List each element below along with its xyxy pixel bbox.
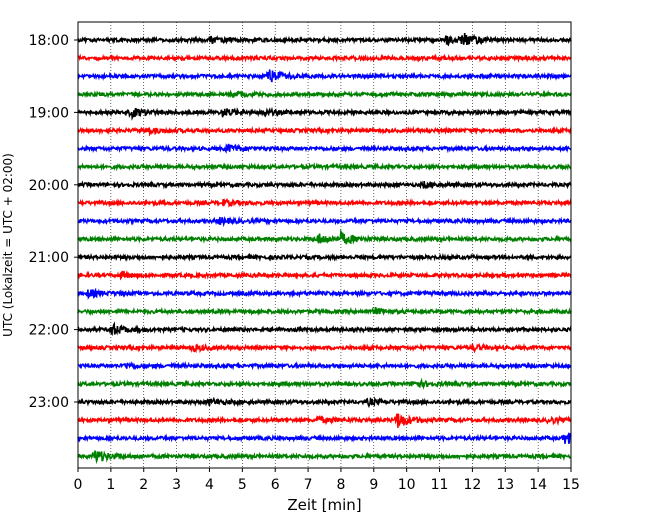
seismogram-traces <box>77 32 572 465</box>
seismogram-trace <box>77 69 572 83</box>
x-tick-label: 2 <box>139 477 148 493</box>
x-tick-label: 10 <box>398 477 416 493</box>
seismogram-trace <box>77 377 572 390</box>
seismogram-trace <box>77 106 572 121</box>
x-tick-label: 5 <box>238 477 247 493</box>
seismogram-trace <box>77 287 572 300</box>
x-tick-label: 15 <box>562 477 580 493</box>
seismogram-trace <box>77 89 572 99</box>
x-tick-label: 0 <box>74 477 83 493</box>
x-tick-label: 8 <box>336 477 345 493</box>
x-tick-label: 11 <box>431 477 449 493</box>
seismogram-trace <box>77 197 572 208</box>
seismogram-trace <box>77 270 572 281</box>
seismogram-trace <box>77 228 572 245</box>
y-tick-label: 19:00 <box>29 105 69 121</box>
x-axis-ticks: 0 1 2 3 4 5 6 7 8 9 10 11 12 13 14 15 <box>74 468 580 493</box>
seismogram-trace <box>77 306 572 317</box>
x-tick-label: 14 <box>529 477 547 493</box>
y-tick-label: 20:00 <box>29 178 69 194</box>
x-tick-label: 7 <box>304 477 313 493</box>
seismogram-trace <box>77 431 572 445</box>
y-axis-ticks: 18:00 19:00 20:00 21:00 22:00 23:00 <box>29 33 78 411</box>
x-tick-label: 3 <box>172 477 181 493</box>
grid-lines <box>110 22 539 468</box>
x-tick-label: 6 <box>271 477 280 493</box>
seismogram-trace <box>77 396 572 409</box>
seismogram-trace <box>77 180 572 190</box>
seismogram-trace <box>77 53 572 63</box>
seismogram-trace <box>77 342 572 354</box>
seismogram-trace <box>78 215 572 228</box>
x-tick-label: 4 <box>205 477 214 493</box>
seismogram-trace <box>77 125 572 137</box>
seismogram-trace <box>77 143 572 154</box>
x-tick-label: 9 <box>369 477 378 493</box>
plot-frame <box>77 21 572 469</box>
x-tick-label: 1 <box>106 477 115 493</box>
seismogram-trace <box>77 360 572 371</box>
x-tick-label: 13 <box>496 477 514 493</box>
y-tick-label: 23:00 <box>29 395 69 411</box>
seismogram-trace <box>77 32 572 47</box>
y-tick-label: 18:00 <box>29 33 69 49</box>
y-tick-label: 22:00 <box>29 323 69 339</box>
seismogram-trace <box>77 161 572 172</box>
x-axis-label: Zeit [min] <box>287 496 361 514</box>
seismogram-trace <box>77 450 572 465</box>
seismogram-trace <box>77 321 572 336</box>
y-axis-label: UTC (Lokalzeit = UTC + 02:00) <box>1 153 15 337</box>
seismogram-trace <box>77 413 572 428</box>
x-tick-label: 12 <box>463 477 481 493</box>
seismogram-trace <box>77 252 572 262</box>
y-tick-label: 21:00 <box>29 250 69 266</box>
